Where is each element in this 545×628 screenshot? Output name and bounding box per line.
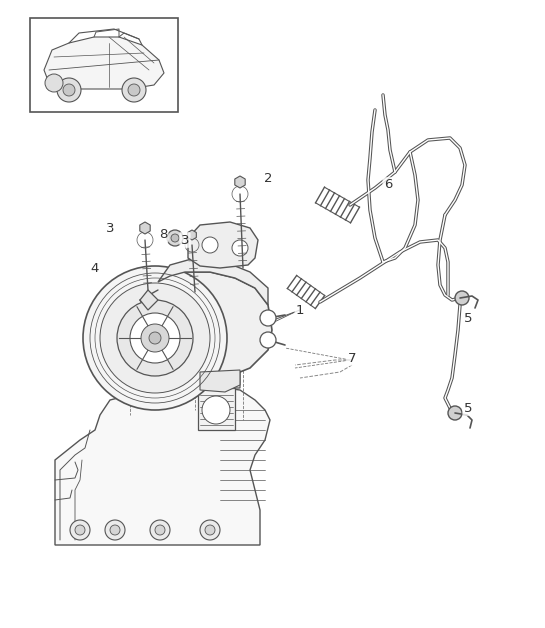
Circle shape (202, 237, 218, 253)
Circle shape (260, 310, 276, 326)
Polygon shape (30, 18, 178, 112)
Circle shape (110, 525, 120, 535)
Circle shape (141, 324, 169, 352)
Polygon shape (140, 290, 158, 310)
Circle shape (448, 406, 462, 420)
Polygon shape (188, 222, 258, 268)
Polygon shape (140, 222, 150, 234)
Text: 1: 1 (296, 303, 304, 317)
Circle shape (75, 525, 85, 535)
Circle shape (455, 291, 469, 305)
Circle shape (260, 332, 276, 348)
Polygon shape (175, 355, 240, 388)
Circle shape (171, 234, 179, 242)
Text: 6: 6 (384, 178, 392, 192)
Polygon shape (138, 320, 158, 350)
Polygon shape (200, 370, 240, 392)
Circle shape (149, 332, 161, 344)
Text: 4: 4 (91, 261, 99, 274)
Circle shape (200, 520, 220, 540)
Text: 7: 7 (348, 352, 356, 364)
Circle shape (117, 300, 193, 376)
Circle shape (232, 240, 248, 256)
Circle shape (63, 84, 75, 96)
Circle shape (128, 84, 140, 96)
Text: 3: 3 (181, 234, 189, 247)
Text: 5: 5 (464, 401, 473, 414)
Circle shape (100, 283, 210, 393)
Circle shape (70, 520, 90, 540)
Text: 8: 8 (159, 229, 167, 242)
Polygon shape (158, 258, 268, 305)
Polygon shape (158, 272, 272, 385)
Circle shape (83, 266, 227, 410)
Text: 3: 3 (106, 222, 114, 234)
Circle shape (105, 520, 125, 540)
Circle shape (155, 525, 165, 535)
Polygon shape (187, 230, 196, 240)
Polygon shape (198, 388, 235, 430)
Text: 2: 2 (264, 171, 272, 185)
Circle shape (150, 520, 170, 540)
Text: 5: 5 (464, 311, 473, 325)
Circle shape (122, 78, 146, 102)
Circle shape (57, 78, 81, 102)
Circle shape (130, 313, 180, 363)
Circle shape (45, 74, 63, 92)
Circle shape (205, 525, 215, 535)
Circle shape (202, 396, 230, 424)
Circle shape (167, 230, 183, 246)
Polygon shape (235, 176, 245, 188)
Polygon shape (44, 37, 164, 89)
Polygon shape (55, 388, 270, 545)
